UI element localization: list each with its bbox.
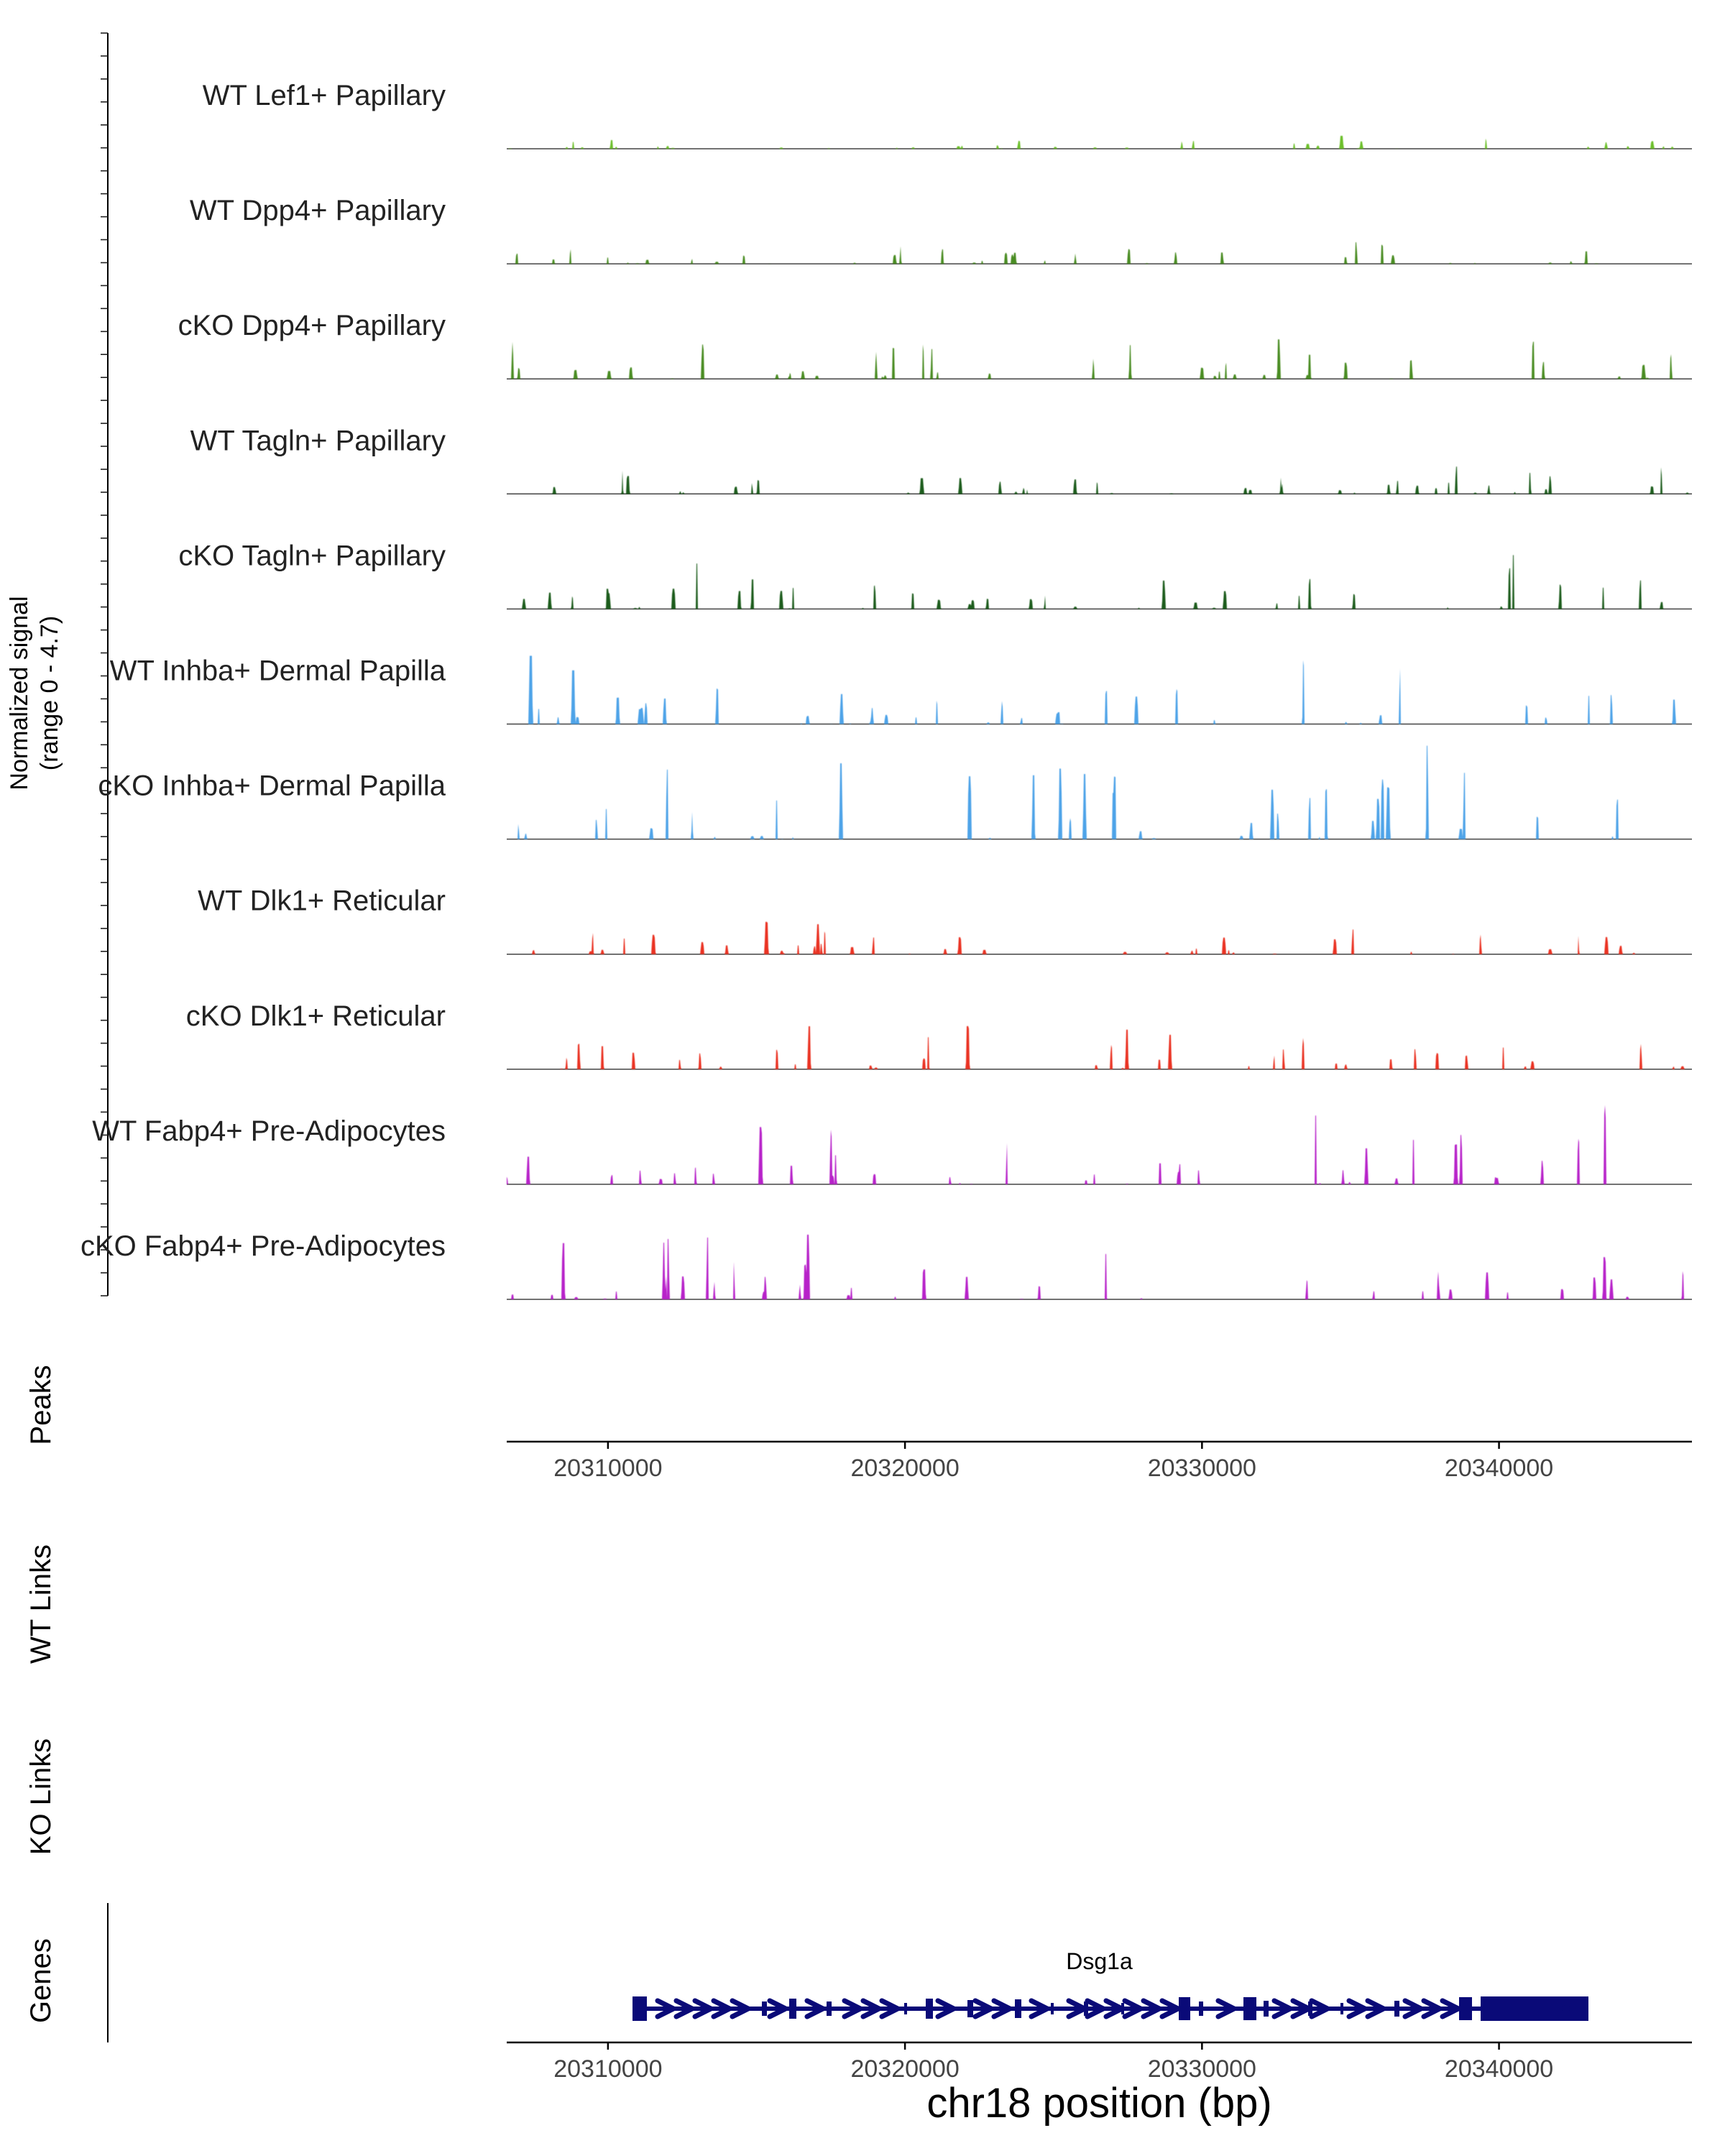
svg-text:20320000: 20320000 <box>850 1455 959 1482</box>
svg-text:Peaks: Peaks <box>25 1365 57 1445</box>
svg-text:WT Dlk1+ Reticular: WT Dlk1+ Reticular <box>198 885 446 917</box>
svg-text:cKO Dlk1+ Reticular: cKO Dlk1+ Reticular <box>186 1000 446 1032</box>
svg-text:cKO Tagln+ Papillary: cKO Tagln+ Papillary <box>178 540 446 571</box>
svg-text:cKO Fabp4+ Pre-Adipocytes: cKO Fabp4+ Pre-Adipocytes <box>80 1230 446 1262</box>
svg-text:WT Fabp4+ Pre-Adipocytes: WT Fabp4+ Pre-Adipocytes <box>92 1115 446 1147</box>
svg-text:(range 0 - 4.7): (range 0 - 4.7) <box>36 616 63 770</box>
svg-text:WT Tagln+ Papillary: WT Tagln+ Papillary <box>190 425 446 456</box>
svg-text:WT Links: WT Links <box>25 1544 57 1664</box>
svg-text:cKO Inhba+ Dermal Papilla: cKO Inhba+ Dermal Papilla <box>98 770 446 802</box>
svg-text:20340000: 20340000 <box>1445 2055 1553 2083</box>
svg-text:WT Lef1+ Papillary: WT Lef1+ Papillary <box>203 80 446 111</box>
svg-text:WT Dpp4+ Papillary: WT Dpp4+ Papillary <box>190 195 446 226</box>
svg-text:Dsg1a: Dsg1a <box>1066 1948 1133 1974</box>
svg-text:WT Inhba+ Dermal Papilla: WT Inhba+ Dermal Papilla <box>110 655 446 687</box>
svg-text:20330000: 20330000 <box>1148 1455 1256 1482</box>
svg-text:20340000: 20340000 <box>1445 1455 1553 1482</box>
svg-text:20310000: 20310000 <box>553 2055 662 2083</box>
svg-text:cKO Dpp4+ Papillary: cKO Dpp4+ Papillary <box>178 310 446 341</box>
svg-text:20320000: 20320000 <box>850 2055 959 2083</box>
svg-text:KO Links: KO Links <box>25 1738 57 1855</box>
svg-text:Genes: Genes <box>25 1938 57 2023</box>
svg-text:Normalized signal: Normalized signal <box>6 596 33 790</box>
svg-text:20310000: 20310000 <box>553 1455 662 1482</box>
svg-text:20330000: 20330000 <box>1148 2055 1256 2083</box>
svg-text:chr18 position (bp): chr18 position (bp) <box>926 2080 1271 2127</box>
